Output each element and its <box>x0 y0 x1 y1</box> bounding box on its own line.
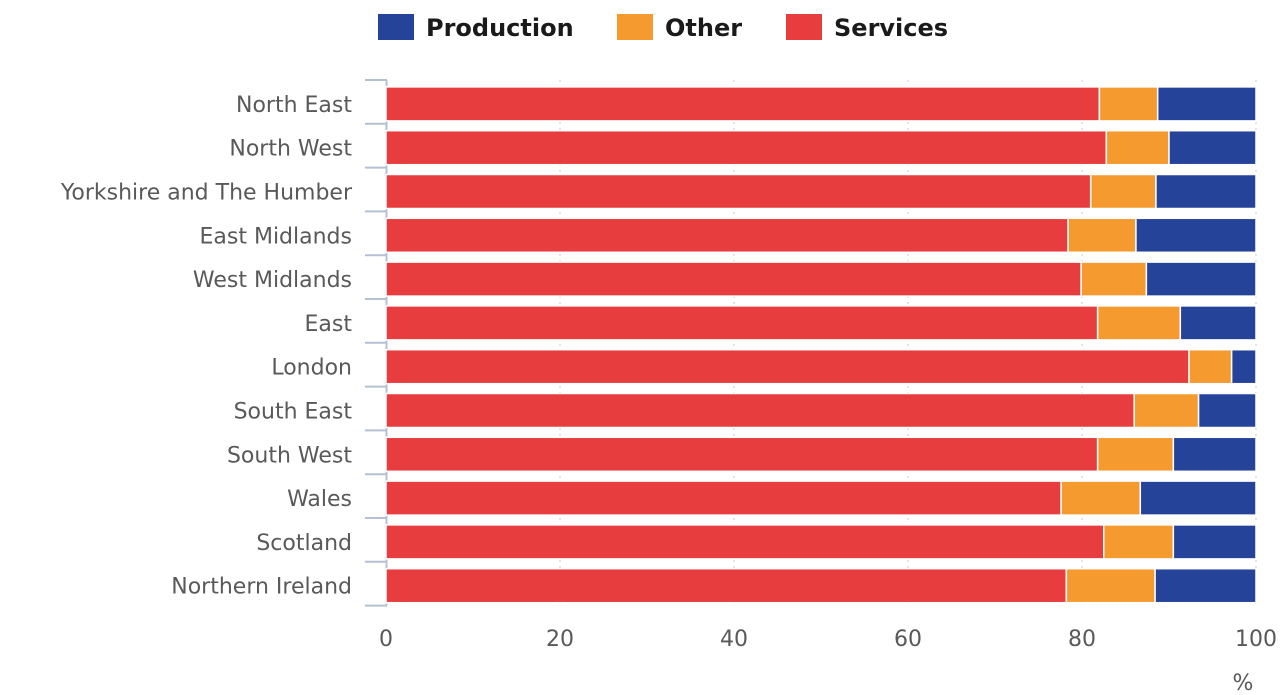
bar-north-west-production <box>1168 129 1257 166</box>
bar-west-midlands-other <box>1080 261 1148 297</box>
x-tick-label-100: 100 <box>1235 627 1277 652</box>
bar-east-production <box>1179 305 1257 341</box>
category-label-east-midlands: East Midlands <box>200 224 353 249</box>
bar-london-production <box>1230 348 1257 385</box>
category-label-yorkshire-and-the-humber: Yorkshire and The Humber <box>60 181 353 206</box>
bar-scotland-services <box>385 524 1105 560</box>
bar-northern-ireland-production <box>1154 567 1257 604</box>
x-tick-label-60: 60 <box>894 627 922 652</box>
bar-scotland-production <box>1172 524 1257 560</box>
bar-north-west-other <box>1105 129 1170 166</box>
bar-wales-other <box>1060 480 1142 516</box>
bar-northern-ireland-other <box>1065 567 1156 604</box>
bar-northern-ireland-services <box>385 567 1068 604</box>
category-label-scotland: Scotland <box>256 531 352 556</box>
bar-london-services <box>385 348 1190 385</box>
category-label-south-west: South West <box>227 443 352 468</box>
x-unit-label: % <box>1233 671 1254 691</box>
x-tick-label-0: 0 <box>379 627 393 652</box>
x-tick-label-20: 20 <box>546 627 574 652</box>
bar-north-east-production <box>1156 86 1257 122</box>
x-tick-labels: 0 20 40 60 80 100 <box>379 627 1277 652</box>
bar-north-east-services <box>385 86 1101 122</box>
legend-label-other: Other <box>665 14 742 42</box>
legend-swatch-other <box>617 14 653 40</box>
bars <box>385 86 1257 604</box>
category-label-northern-ireland: Northern Ireland <box>171 575 352 600</box>
bar-south-east-production <box>1197 392 1257 429</box>
bar-yorkshire-and-the-humber-production <box>1155 173 1257 210</box>
bar-south-east-other <box>1133 392 1200 429</box>
bar-east-midlands-production <box>1135 217 1257 254</box>
bar-east-midlands-other <box>1067 217 1137 254</box>
legend-swatch-services <box>786 14 822 40</box>
bar-wales-production <box>1139 480 1257 516</box>
bar-yorkshire-and-the-humber-services <box>385 173 1092 210</box>
bar-east-services <box>385 305 1099 341</box>
category-label-north-east: North East <box>236 93 352 118</box>
legend-label-services: Services <box>834 14 948 42</box>
category-label-east: East <box>305 312 353 337</box>
legend: Production Other Services <box>378 14 948 42</box>
category-labels: North East North West Yorkshire and The Hu… <box>60 93 353 600</box>
x-tick-label-80: 80 <box>1068 627 1096 652</box>
y-axis <box>365 79 388 607</box>
category-label-london: London <box>271 356 352 381</box>
bar-london-other <box>1188 348 1233 385</box>
bar-south-west-other <box>1096 436 1175 473</box>
grid-lines <box>559 80 1257 606</box>
x-tick-label-40: 40 <box>720 627 748 652</box>
bar-west-midlands-production <box>1145 261 1257 297</box>
bar-south-west-production <box>1172 436 1257 473</box>
bar-north-west-services <box>385 129 1108 166</box>
bar-west-midlands-services <box>385 261 1082 297</box>
bar-east-other <box>1096 305 1182 341</box>
bar-north-east-other <box>1098 86 1159 122</box>
legend-label-production: Production <box>426 14 574 42</box>
category-label-north-west: North West <box>229 137 352 162</box>
bar-east-midlands-services <box>385 217 1069 254</box>
bar-south-west-services <box>385 436 1099 473</box>
bar-wales-services <box>385 480 1062 516</box>
bar-south-east-services <box>385 392 1135 429</box>
category-label-wales: Wales <box>287 487 352 512</box>
bar-yorkshire-and-the-humber-other <box>1089 173 1157 210</box>
bar-scotland-other <box>1103 524 1175 560</box>
category-label-west-midlands: West Midlands <box>193 268 352 293</box>
category-label-south-east: South East <box>234 400 353 425</box>
legend-swatch-production <box>378 14 414 40</box>
